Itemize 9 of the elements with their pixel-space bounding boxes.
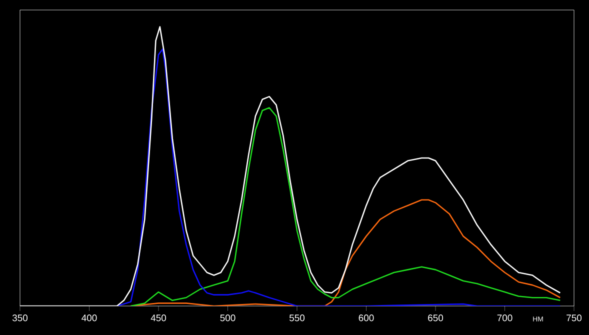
x-tick-label: 550: [289, 314, 305, 322]
x-tick-label: 500: [220, 314, 236, 322]
x-tick-label: 600: [358, 314, 374, 322]
x-tick-label: 700: [497, 314, 512, 322]
x-tick-label: 400: [82, 314, 97, 322]
x-tick-label: 750: [566, 314, 582, 322]
x-tick-label: 350: [12, 314, 28, 322]
x-tick-label: 450: [150, 314, 166, 322]
x-tick-label: 650: [428, 314, 444, 322]
